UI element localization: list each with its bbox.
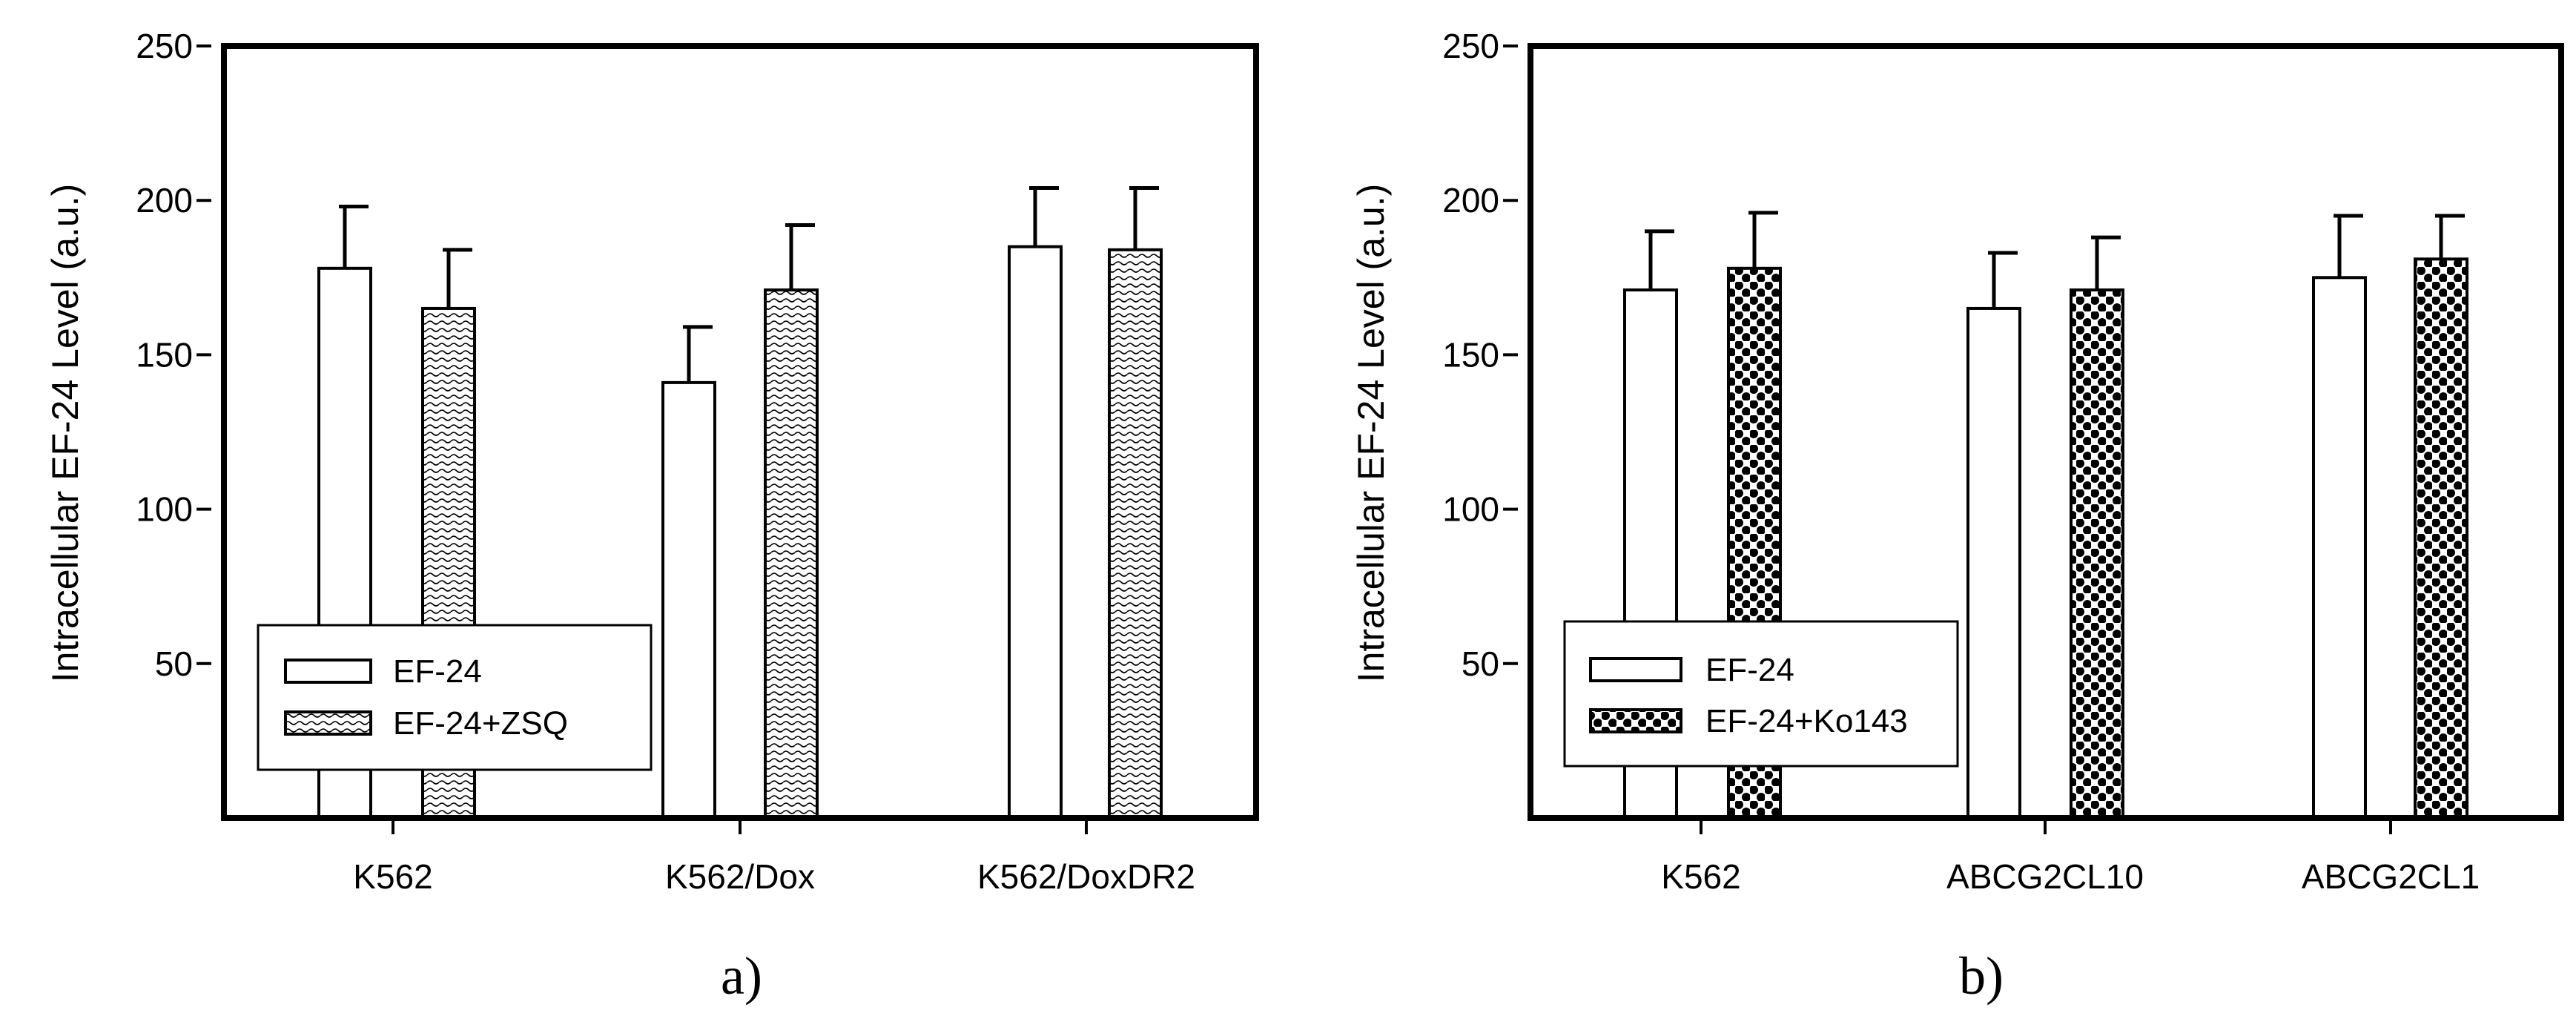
chart-panel-a: Intracellular EF-24 Level (a.u.) 50 100 15… bbox=[44, 27, 1259, 1006]
legend-a: EF-24 EF-24+ZSQ bbox=[257, 624, 653, 771]
x-ticks-a: K562 K562/Dox K562/DoxDR2 bbox=[353, 818, 1195, 896]
panel-label-b: b) bbox=[1959, 946, 2004, 1006]
legend-box-a bbox=[257, 624, 653, 771]
bar-a-ef-24-k562-doxdr2 bbox=[1008, 245, 1063, 820]
chart-panel-b: Intracellular EF-24 Level (a.u.) 50 100 15… bbox=[1350, 27, 2564, 1006]
y-tick-label-a-100: 100 bbox=[136, 490, 193, 529]
y-axis-label-a: Intracellular EF-24 Level (a.u.) bbox=[44, 184, 86, 683]
y-axis-label-b: Intracellular EF-24 Level (a.u.) bbox=[1350, 184, 1392, 683]
y-tick-label-b-150: 150 bbox=[1442, 335, 1499, 374]
y-tick-label-b-50: 50 bbox=[1462, 644, 1499, 683]
x-tick-label-a-k562-doxdr2: K562/DoxDR2 bbox=[977, 857, 1195, 896]
bar-b-ef-24-ko143-abcg2cl10 bbox=[2070, 288, 2124, 819]
legend-swatch-ef24-b bbox=[1589, 657, 1682, 682]
legend-b: EF-24 EF-24+Ko143 bbox=[1563, 620, 1959, 768]
y-tick-label-a-50: 50 bbox=[155, 644, 193, 683]
y-tick-label-b-250: 250 bbox=[1442, 27, 1499, 65]
y-tick-label-a-200: 200 bbox=[136, 181, 193, 220]
y-tick-label-a-250: 250 bbox=[136, 27, 193, 65]
bar-a-ef-24-zsq-k562-dox bbox=[764, 288, 819, 819]
y-tick-label-a-150: 150 bbox=[136, 335, 193, 374]
legend-label-zsq-a: EF-24+ZSQ bbox=[393, 705, 568, 742]
legend-swatch-ef24-a bbox=[284, 659, 372, 684]
x-tick-label-a-k562: K562 bbox=[353, 857, 432, 896]
legend-label-ko143-b: EF-24+Ko143 bbox=[1705, 703, 1908, 739]
panel-label-a: a) bbox=[721, 946, 762, 1006]
bar-b-ef-24-abcg2cl1 bbox=[2312, 276, 2367, 819]
x-tick-label-b-abcg2cl1: ABCG2CL1 bbox=[2302, 857, 2480, 896]
legend-box-b bbox=[1563, 620, 1959, 768]
legend-label-ef24-a: EF-24 bbox=[393, 653, 482, 690]
y-ticks-b: 50 100 150 200 250 bbox=[1442, 27, 1518, 683]
bar-b-ef-24-abcg2cl10 bbox=[1966, 306, 2021, 819]
bar-b-ef-24-ko143-abcg2cl1 bbox=[2414, 257, 2468, 820]
x-tick-label-b-k562: K562 bbox=[1661, 857, 1740, 896]
x-tick-label-b-abcg2cl10: ABCG2CL10 bbox=[1946, 857, 2144, 896]
legend-swatch-ko143-b bbox=[1589, 708, 1682, 733]
bar-a-ef-24-zsq-k562-doxdr2 bbox=[1108, 248, 1163, 820]
bar-a-ef-24-k562-dox bbox=[661, 380, 716, 819]
legend-swatch-zsq-a bbox=[284, 710, 372, 736]
y-tick-label-b-100: 100 bbox=[1442, 490, 1499, 529]
x-tick-label-a-k562-dox: K562/Dox bbox=[665, 857, 815, 896]
legend-label-ef24-b: EF-24 bbox=[1705, 652, 1794, 688]
y-tick-label-b-200: 200 bbox=[1442, 181, 1499, 220]
x-ticks-b: K562 ABCG2CL10 ABCG2CL1 bbox=[1661, 818, 2480, 896]
y-ticks-a: 50 100 150 200 250 bbox=[136, 27, 211, 683]
